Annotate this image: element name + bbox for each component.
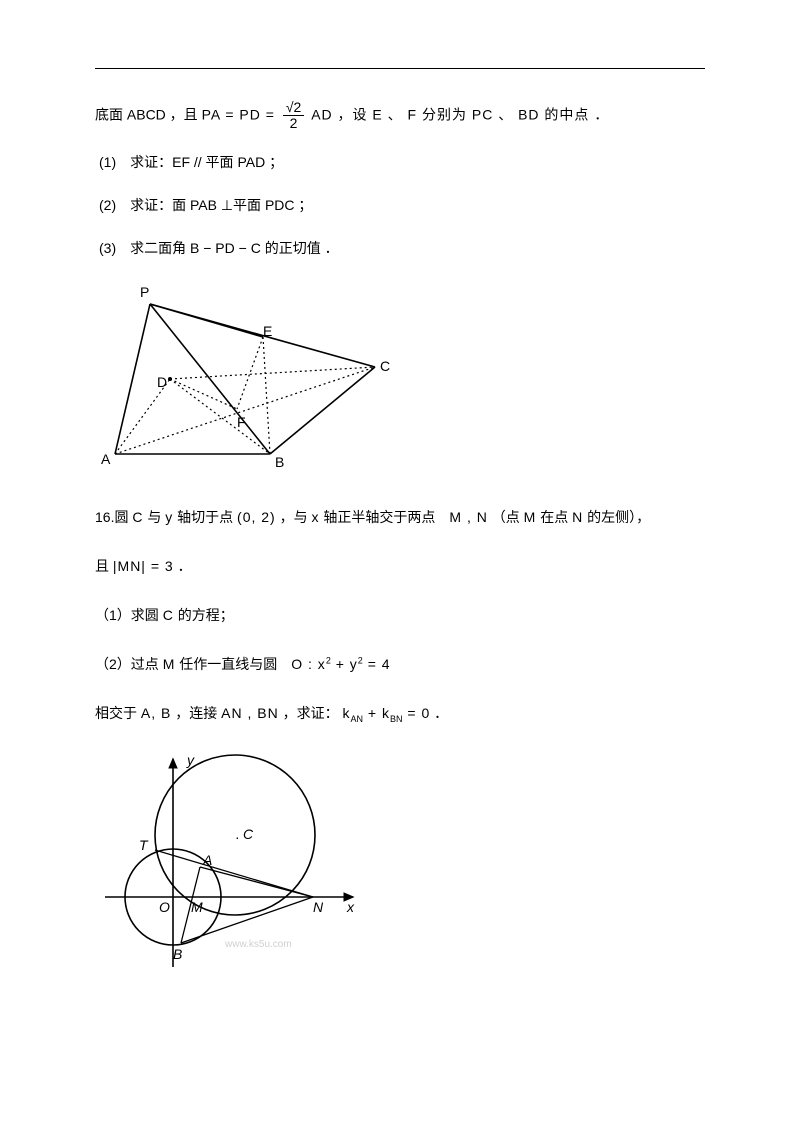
t: M , N xyxy=(449,509,487,525)
svg-text:E: E xyxy=(263,323,272,339)
p15-eq-rhs: AD ，设 E 、 F 分别为 PC 、 BD 的中点 ． xyxy=(311,107,609,123)
t: 的方程； xyxy=(174,607,234,623)
t: （1）求圆 xyxy=(95,607,163,623)
p16-part2: （2）过点 M 任作一直线与圆 O : x2 + y2 = 4 xyxy=(95,649,705,680)
svg-text:O: O xyxy=(159,899,170,915)
p15-frac: √2 2 xyxy=(283,100,304,132)
t: 轴正半轴交于两点 xyxy=(320,509,450,525)
t: M xyxy=(524,509,537,525)
svg-text:A: A xyxy=(101,451,111,467)
t: ，求证： xyxy=(279,705,343,721)
t: O : x xyxy=(291,656,326,672)
svg-text:C: C xyxy=(380,358,390,374)
t: (0, 2) xyxy=(237,509,276,525)
t: C xyxy=(132,509,143,525)
t: k xyxy=(343,705,351,721)
t: ． xyxy=(174,558,192,574)
p15-frac-den: 2 xyxy=(283,116,304,131)
p16-line2: 且 |MN| = 3 ． xyxy=(95,551,705,582)
svg-text:C: C xyxy=(243,826,254,842)
p16-figure-container: · y x O T A M B N Cwww.ks5u.com xyxy=(95,747,705,980)
t: M xyxy=(163,656,176,672)
p16-part1: （1）求圆 C 的方程； xyxy=(95,600,705,631)
t: （点 xyxy=(488,509,524,525)
svg-text:A: A xyxy=(202,852,212,868)
p15-eq-lhs: PA = PD = xyxy=(202,107,280,123)
p16-part3: 相交于 A, B ，连接 AN , BN ，求证： kAN + kBN = 0 … xyxy=(95,698,705,730)
t: AN xyxy=(351,713,364,723)
svg-text:·: · xyxy=(235,829,240,845)
t: N xyxy=(572,509,583,525)
svg-text:N: N xyxy=(313,899,324,915)
t: = 0 xyxy=(403,705,431,721)
t: ． xyxy=(430,705,448,721)
t: x xyxy=(312,509,320,525)
top-horizontal-rule xyxy=(95,68,705,69)
svg-text:F: F xyxy=(237,414,246,430)
p15-frac-num: √2 xyxy=(283,100,304,116)
t: 在点 xyxy=(536,509,572,525)
svg-text:www.ks5u.com: www.ks5u.com xyxy=(224,939,292,950)
svg-text:D: D xyxy=(157,374,167,390)
p16-figure: · y x O T A M B N Cwww.ks5u.com xyxy=(95,747,375,977)
t: 的左侧）， xyxy=(583,509,650,525)
t: ，连接 xyxy=(171,705,221,721)
t: 与 xyxy=(143,509,165,525)
p15-part2: (2) 求证：面 PAB ⊥平面 PDC ； xyxy=(99,193,705,218)
t: = 4 xyxy=(363,656,391,672)
t: 16.圆 xyxy=(95,509,132,525)
t: 轴切于点 xyxy=(173,509,237,525)
t: 且 xyxy=(95,558,113,574)
t: 相交于 xyxy=(95,705,141,721)
p15-part3: (3) 求二面角 B − PD − C 的正切值 ． xyxy=(99,236,705,261)
svg-text:M: M xyxy=(191,899,203,915)
svg-text:x: x xyxy=(346,899,355,915)
svg-text:T: T xyxy=(139,837,149,853)
t: BN xyxy=(390,713,403,723)
p15-figure-container: P A B C D E F xyxy=(95,279,705,482)
p15-part1: (1) 求证：EF // 平面 PAD ； xyxy=(99,150,705,175)
svg-text:P: P xyxy=(140,284,149,300)
t: C xyxy=(163,607,174,623)
t: A, B xyxy=(141,705,171,721)
svg-text:y: y xyxy=(186,752,195,768)
t: ，与 xyxy=(276,509,312,525)
svg-text:B: B xyxy=(173,946,182,962)
p16-line1: 16.圆 C 与 y 轴切于点 (0, 2) ，与 x 轴正半轴交于两点 M ,… xyxy=(95,502,705,533)
t: |MN| = 3 xyxy=(113,558,174,574)
t: 任作一直线与圆 xyxy=(175,656,291,672)
t: + k xyxy=(363,705,390,721)
t: + y xyxy=(331,656,358,672)
t: AN , BN xyxy=(221,705,279,721)
p15-intro: 底面 ABCD ，且 PA = PD = √2 2 AD ，设 E 、 F 分别… xyxy=(95,100,705,132)
svg-text:B: B xyxy=(275,454,284,470)
p15-intro-prefix: 底面 ABCD ，且 xyxy=(95,107,202,123)
t: （2）过点 xyxy=(95,656,163,672)
p15-figure: P A B C D E F xyxy=(95,279,395,479)
